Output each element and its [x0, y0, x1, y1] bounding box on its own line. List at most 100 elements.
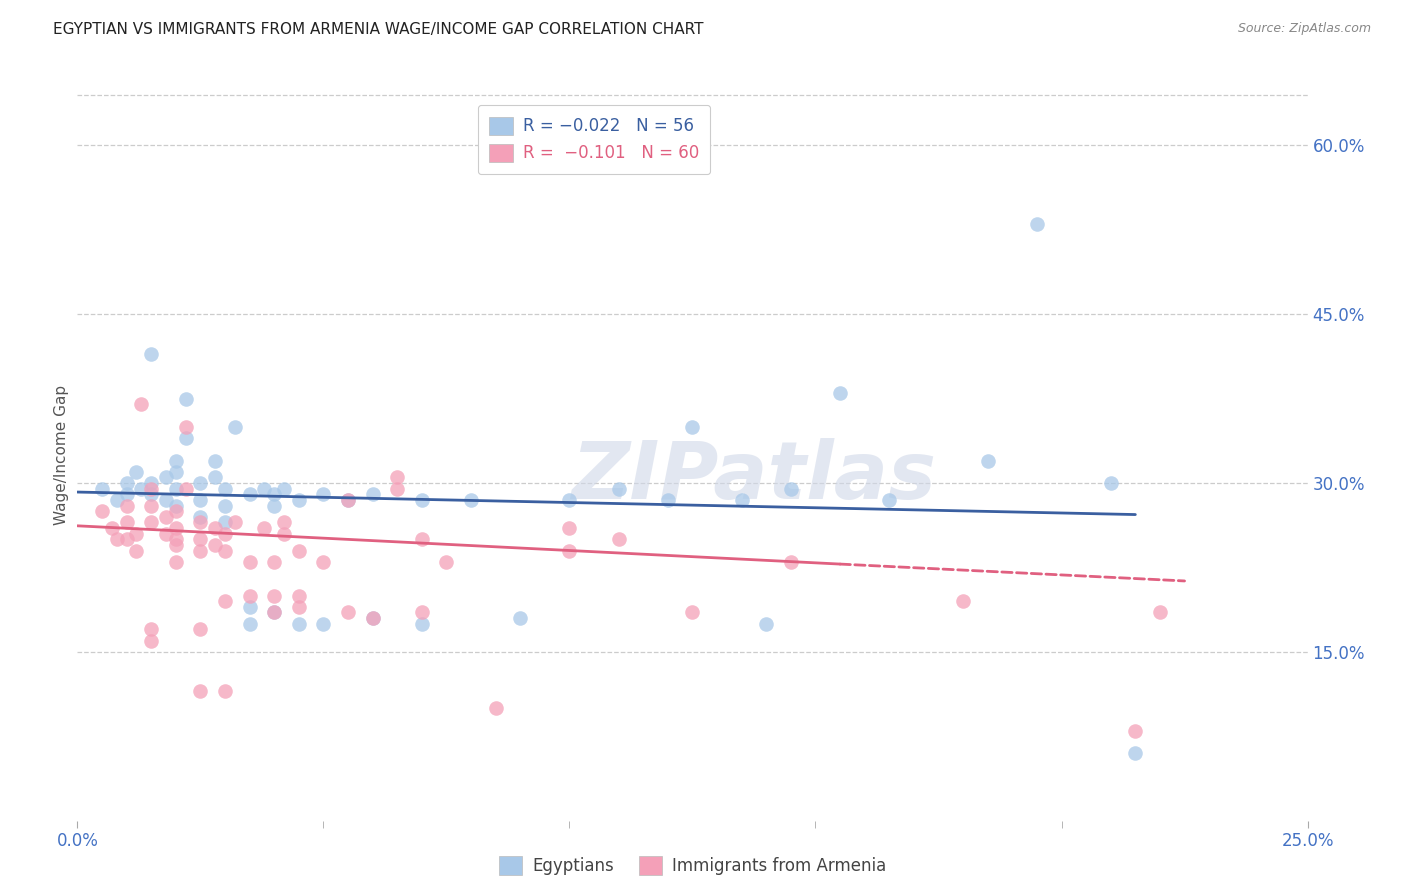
Point: [214, 499, 236, 513]
Point: [273, 482, 295, 496]
Text: ZIPatlas: ZIPatlas: [571, 438, 936, 516]
Point: [115, 499, 138, 513]
Point: [141, 346, 163, 360]
Point: [312, 616, 335, 631]
Point: [165, 482, 187, 496]
Point: [190, 476, 212, 491]
Point: [312, 487, 335, 501]
Point: [288, 589, 311, 603]
Point: [174, 482, 197, 496]
Point: [411, 492, 433, 507]
Point: [214, 543, 236, 558]
Point: [1125, 723, 1147, 738]
Point: [558, 521, 581, 535]
Point: [90, 504, 114, 518]
Point: [190, 509, 212, 524]
Point: [263, 487, 285, 501]
Point: [239, 487, 262, 501]
Point: [411, 533, 433, 547]
Point: [174, 419, 197, 434]
Point: [682, 606, 704, 620]
Point: [141, 487, 163, 501]
Point: [165, 453, 187, 467]
Point: [214, 526, 236, 541]
Point: [105, 533, 128, 547]
Point: [115, 516, 138, 530]
Point: [131, 482, 153, 496]
Point: [141, 623, 163, 637]
Point: [115, 487, 138, 501]
Point: [141, 482, 163, 496]
Point: [337, 606, 360, 620]
Point: [337, 492, 360, 507]
Point: [288, 543, 311, 558]
Point: [288, 616, 311, 631]
Point: [755, 616, 778, 631]
Point: [1125, 746, 1147, 760]
Point: [214, 482, 236, 496]
Y-axis label: Wage/Income Gap: Wage/Income Gap: [53, 384, 69, 525]
Point: [224, 516, 246, 530]
Point: [288, 599, 311, 614]
Point: [214, 684, 236, 698]
Point: [731, 492, 754, 507]
Point: [141, 476, 163, 491]
Point: [361, 611, 384, 625]
Point: [361, 487, 384, 501]
Point: [90, 482, 114, 496]
Point: [1149, 606, 1171, 620]
Text: Source: ZipAtlas.com: Source: ZipAtlas.com: [1237, 22, 1371, 36]
Point: [509, 611, 531, 625]
Point: [141, 499, 163, 513]
Point: [387, 470, 409, 484]
Point: [115, 533, 138, 547]
Point: [485, 701, 508, 715]
Point: [131, 397, 153, 411]
Point: [263, 589, 285, 603]
Point: [1099, 476, 1122, 491]
Point: [263, 606, 285, 620]
Point: [214, 594, 236, 608]
Point: [607, 533, 630, 547]
Text: EGYPTIAN VS IMMIGRANTS FROM ARMENIA WAGE/INCOME GAP CORRELATION CHART: EGYPTIAN VS IMMIGRANTS FROM ARMENIA WAGE…: [53, 22, 704, 37]
Point: [253, 482, 276, 496]
Point: [263, 499, 285, 513]
Point: [155, 470, 177, 484]
Point: [174, 392, 197, 406]
Point: [190, 533, 212, 547]
Point: [830, 386, 852, 401]
Point: [361, 611, 384, 625]
Legend: Egyptians, Immigrants from Armenia: Egyptians, Immigrants from Armenia: [492, 850, 893, 882]
Point: [190, 516, 212, 530]
Point: [239, 616, 262, 631]
Point: [165, 499, 187, 513]
Point: [263, 606, 285, 620]
Point: [263, 555, 285, 569]
Point: [204, 538, 226, 552]
Point: [879, 492, 901, 507]
Point: [190, 684, 212, 698]
Point: [174, 431, 197, 445]
Point: [204, 453, 226, 467]
Point: [253, 521, 276, 535]
Point: [239, 589, 262, 603]
Point: [682, 419, 704, 434]
Point: [239, 599, 262, 614]
Point: [780, 482, 803, 496]
Point: [190, 492, 212, 507]
Point: [141, 516, 163, 530]
Point: [387, 482, 409, 496]
Point: [312, 555, 335, 569]
Point: [436, 555, 458, 569]
Point: [411, 606, 433, 620]
Point: [204, 521, 226, 535]
Point: [1026, 217, 1049, 231]
Point: [155, 526, 177, 541]
Point: [273, 516, 295, 530]
Point: [239, 555, 262, 569]
Point: [977, 453, 1000, 467]
Point: [125, 465, 148, 479]
Point: [411, 616, 433, 631]
Point: [165, 465, 187, 479]
Point: [204, 470, 226, 484]
